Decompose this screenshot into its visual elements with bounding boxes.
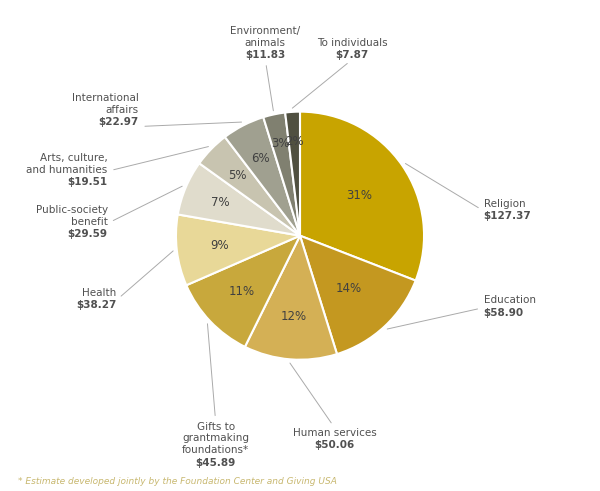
Wedge shape [245,236,337,360]
Wedge shape [263,112,300,236]
Text: 11%: 11% [229,285,254,298]
Text: $45.89: $45.89 [196,458,236,468]
Wedge shape [178,164,300,236]
Wedge shape [199,137,300,236]
Text: $22.97: $22.97 [98,116,139,127]
Text: 5%: 5% [229,168,247,182]
Text: Education: Education [484,296,536,305]
Wedge shape [300,111,424,280]
Text: Gifts to
grantmaking
foundations*: Gifts to grantmaking foundations* [182,422,249,455]
Text: Religion: Religion [484,199,525,209]
Text: $58.90: $58.90 [484,308,524,318]
Wedge shape [300,236,416,354]
Text: 12%: 12% [281,309,307,323]
Text: 6%: 6% [251,152,269,165]
Text: $50.06: $50.06 [314,440,355,450]
Text: 31%: 31% [346,189,373,201]
Wedge shape [186,236,300,347]
Text: 7%: 7% [211,195,229,209]
Text: Environment/
animals: Environment/ animals [230,27,301,59]
Text: To individuals: To individuals [317,38,388,59]
Text: 14%: 14% [336,282,362,295]
Text: $38.27: $38.27 [76,300,116,310]
Text: International
affairs: International affairs [72,93,139,127]
Wedge shape [285,111,300,236]
Text: Human services: Human services [293,428,377,438]
Text: Health: Health [82,288,116,298]
Text: 3%: 3% [271,137,290,150]
Text: 9%: 9% [211,239,229,252]
Text: benefit: benefit [71,217,108,227]
Text: * Estimate developed jointly by the Foundation Center and Giving USA: * Estimate developed jointly by the Foun… [18,477,337,486]
Text: $7.87: $7.87 [335,50,369,59]
Text: $11.83: $11.83 [245,50,286,59]
Text: $19.51: $19.51 [68,177,108,187]
Text: Public-society: Public-society [35,205,108,215]
Text: and humanities: and humanities [26,165,108,175]
Text: Arts, culture,: Arts, culture, [40,153,108,163]
Wedge shape [225,117,300,236]
Text: $29.59: $29.59 [68,229,108,239]
Text: 2%: 2% [285,135,304,148]
Text: $127.37: $127.37 [484,211,532,221]
Wedge shape [176,215,300,285]
